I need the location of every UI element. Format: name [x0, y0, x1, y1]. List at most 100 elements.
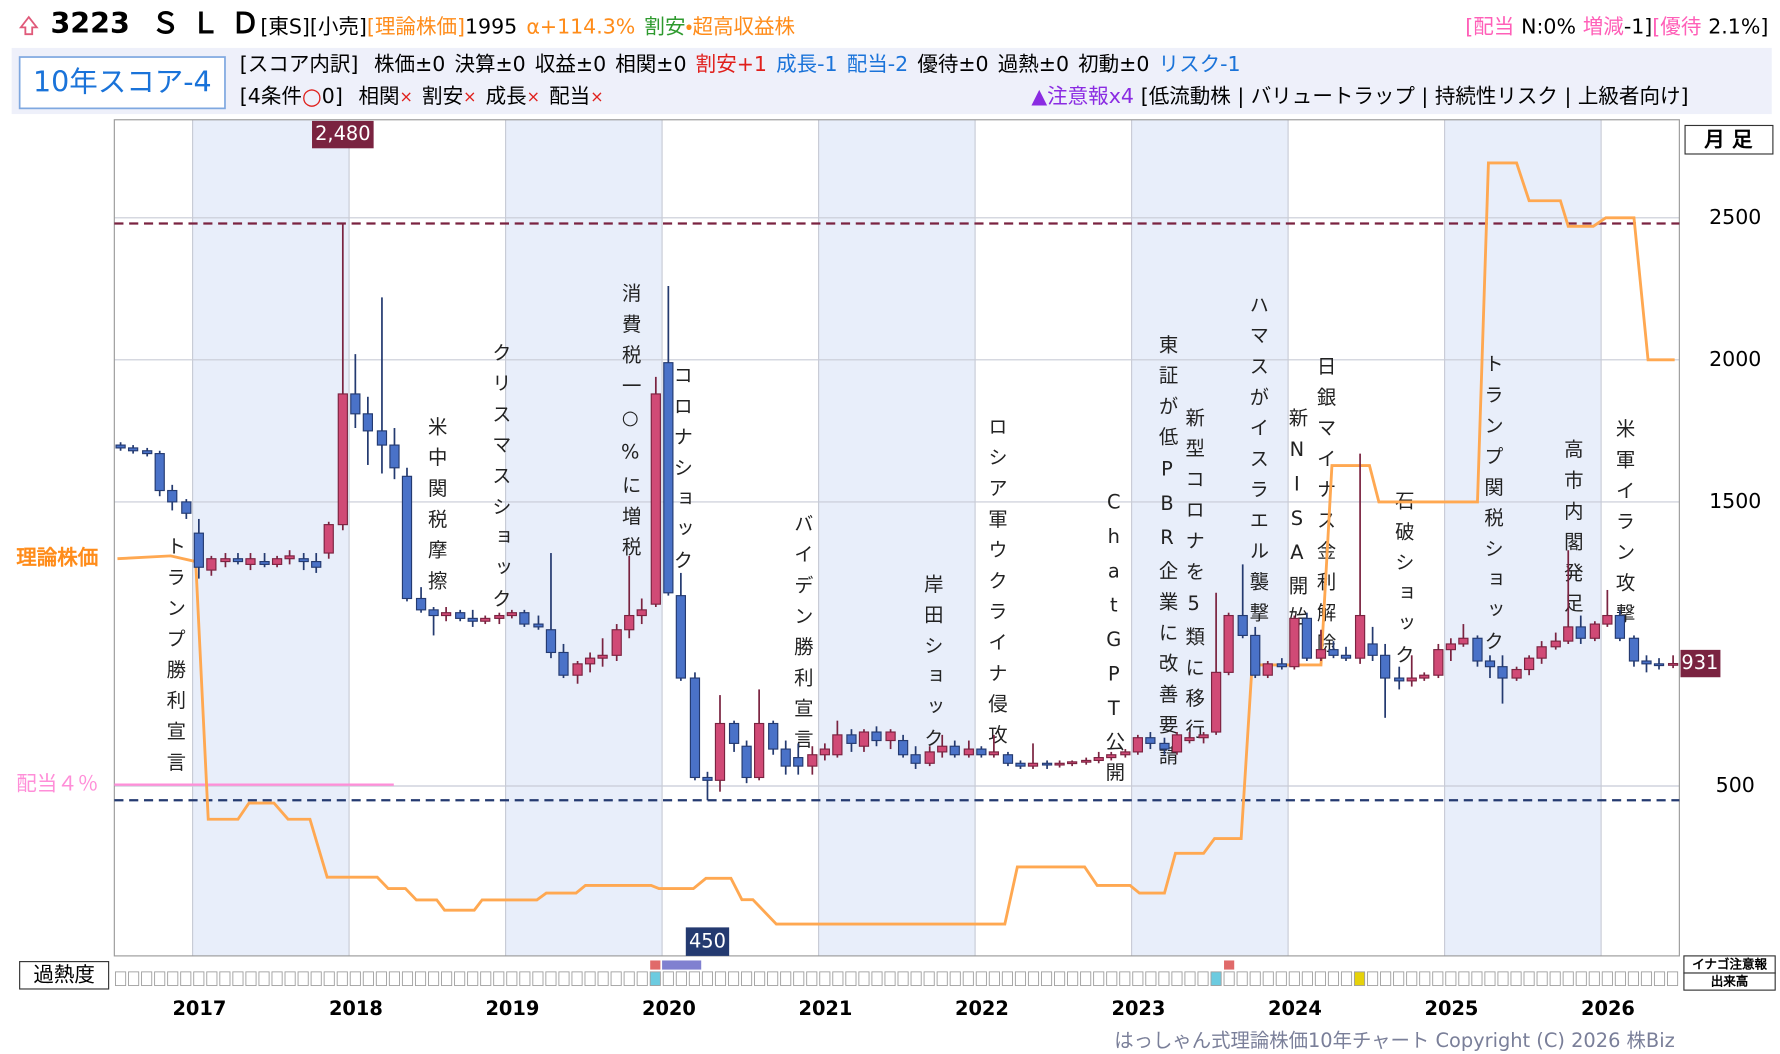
candle-body — [1106, 754, 1117, 759]
overheat-cell — [245, 971, 257, 987]
header-title: 3223 ＳＬＤ — [50, 7, 270, 40]
x-tick-label: 2019 — [485, 997, 539, 1020]
overheat-cell — [1484, 971, 1496, 987]
candle-body — [154, 453, 165, 492]
alert-cell — [1224, 960, 1235, 970]
candle-body — [1054, 762, 1065, 766]
y-tick-label: 2500 — [1709, 205, 1761, 229]
side-label: イナゴ注意報 — [1692, 957, 1767, 972]
overheat-cell — [1106, 971, 1118, 987]
overheat-cell — [545, 971, 557, 987]
overheat-cell — [1432, 971, 1444, 987]
event-label: ChatGPT公開 — [1102, 490, 1125, 792]
event-label: 日銀マイナス金利解除 — [1314, 356, 1337, 664]
candle-body — [1563, 626, 1574, 642]
x-tick-label: 2018 — [329, 997, 383, 1020]
event-label: 米中関税摩擦 — [425, 416, 448, 601]
score-item: 成長-1 — [776, 52, 838, 76]
overheat-cell — [793, 971, 805, 987]
overheat-cell — [1145, 971, 1157, 987]
candle-body — [167, 489, 178, 503]
warning-tags: [低流動株 | バリュートラップ | 持続性リスク | 上級者向け] — [1141, 84, 1689, 109]
overheat-cell — [897, 971, 909, 987]
condition-name: 配当 — [549, 84, 590, 108]
event-label: 新NISA開始 — [1285, 407, 1308, 637]
year-band — [1444, 119, 1602, 956]
overheat-cell — [141, 971, 153, 987]
overheat-box — [19, 961, 110, 990]
candle-body — [1066, 761, 1078, 765]
candle-body — [1550, 640, 1561, 648]
overheat-cell — [662, 971, 674, 987]
stock-code: 3223 — [50, 7, 129, 40]
overheat-cell — [962, 971, 974, 987]
overheat-cell — [271, 971, 283, 987]
candle-body — [455, 612, 466, 619]
overheat-cell — [623, 971, 635, 987]
candle-body — [663, 362, 674, 594]
event-label: 消費税一○%に増税 — [619, 283, 642, 567]
candle-body — [963, 748, 974, 756]
overheat-cell — [1353, 971, 1366, 987]
overheat-cell — [310, 971, 322, 987]
candle-body — [1262, 663, 1273, 676]
overheat-cell — [1562, 971, 1574, 987]
overheat-cell — [1223, 971, 1235, 987]
candle-body — [1340, 654, 1352, 659]
y-tick-label: 1500 — [1709, 489, 1761, 513]
stock-name: ＳＬＤ — [151, 7, 271, 40]
theory-line — [117, 161, 1675, 926]
overheat-cell — [1419, 971, 1431, 987]
candle-body — [1081, 759, 1092, 763]
candle-body — [1093, 757, 1104, 762]
overheat-cell — [1197, 971, 1209, 987]
candle-body — [832, 734, 843, 756]
candle-body — [1328, 649, 1339, 656]
overheat-cell — [701, 971, 714, 987]
overheat-cell — [532, 971, 544, 987]
overheat-cell — [584, 971, 596, 987]
header-right: [配当 N:0% 増減-1][優待 2.1%] — [1465, 14, 1768, 38]
score-item: 過熱±0 — [998, 52, 1069, 76]
overheat-cell — [571, 971, 583, 987]
y-tick-label: 500 — [1716, 773, 1755, 797]
overheat-cell — [1497, 971, 1509, 987]
overheat-cell — [467, 971, 479, 987]
candle-body — [1433, 649, 1444, 676]
plot-frame — [113, 119, 1680, 957]
year-band — [192, 119, 350, 956]
candle-body — [675, 595, 687, 679]
condition-mark: × — [400, 86, 413, 105]
year-band — [818, 119, 976, 956]
candle-body — [1237, 614, 1248, 636]
overheat-cell — [1210, 971, 1222, 987]
warning-label: ▲注意報x4 — [1031, 84, 1134, 108]
event-label: ロシア軍ウクライナ侵攻 — [985, 416, 1008, 755]
candle-body — [1145, 737, 1156, 744]
candle-body — [362, 413, 373, 432]
year-band — [505, 119, 663, 956]
candle-body — [1210, 671, 1222, 733]
overheat-cell — [454, 971, 466, 987]
candle-body — [924, 751, 935, 764]
overheat-cell — [819, 971, 831, 987]
candle-body — [428, 609, 439, 617]
candle-body — [1589, 623, 1600, 639]
candle-body — [142, 450, 153, 455]
candle-body — [741, 745, 752, 779]
candle-body — [780, 748, 791, 767]
alert-cell — [650, 960, 661, 970]
header-info: [東S][小売][理論株価]1995 α+114.3% 割安・超高収益株 — [260, 14, 795, 38]
side-label: 出来高 — [1711, 974, 1749, 989]
overheat-cell — [1027, 971, 1040, 987]
overheat-cell — [1536, 971, 1548, 987]
overheat-cell — [1080, 971, 1092, 987]
overheat-cell — [1001, 971, 1013, 987]
overheat-cell — [428, 971, 440, 987]
market: [東S][小売] — [260, 14, 367, 38]
candle-body — [753, 722, 765, 779]
conditions: [4条件○0] 相関× 割安× 成長× 配当× — [240, 83, 604, 109]
condition-name: 相関 — [359, 84, 400, 108]
candle-body — [1511, 668, 1522, 679]
candle-body — [1002, 754, 1014, 764]
